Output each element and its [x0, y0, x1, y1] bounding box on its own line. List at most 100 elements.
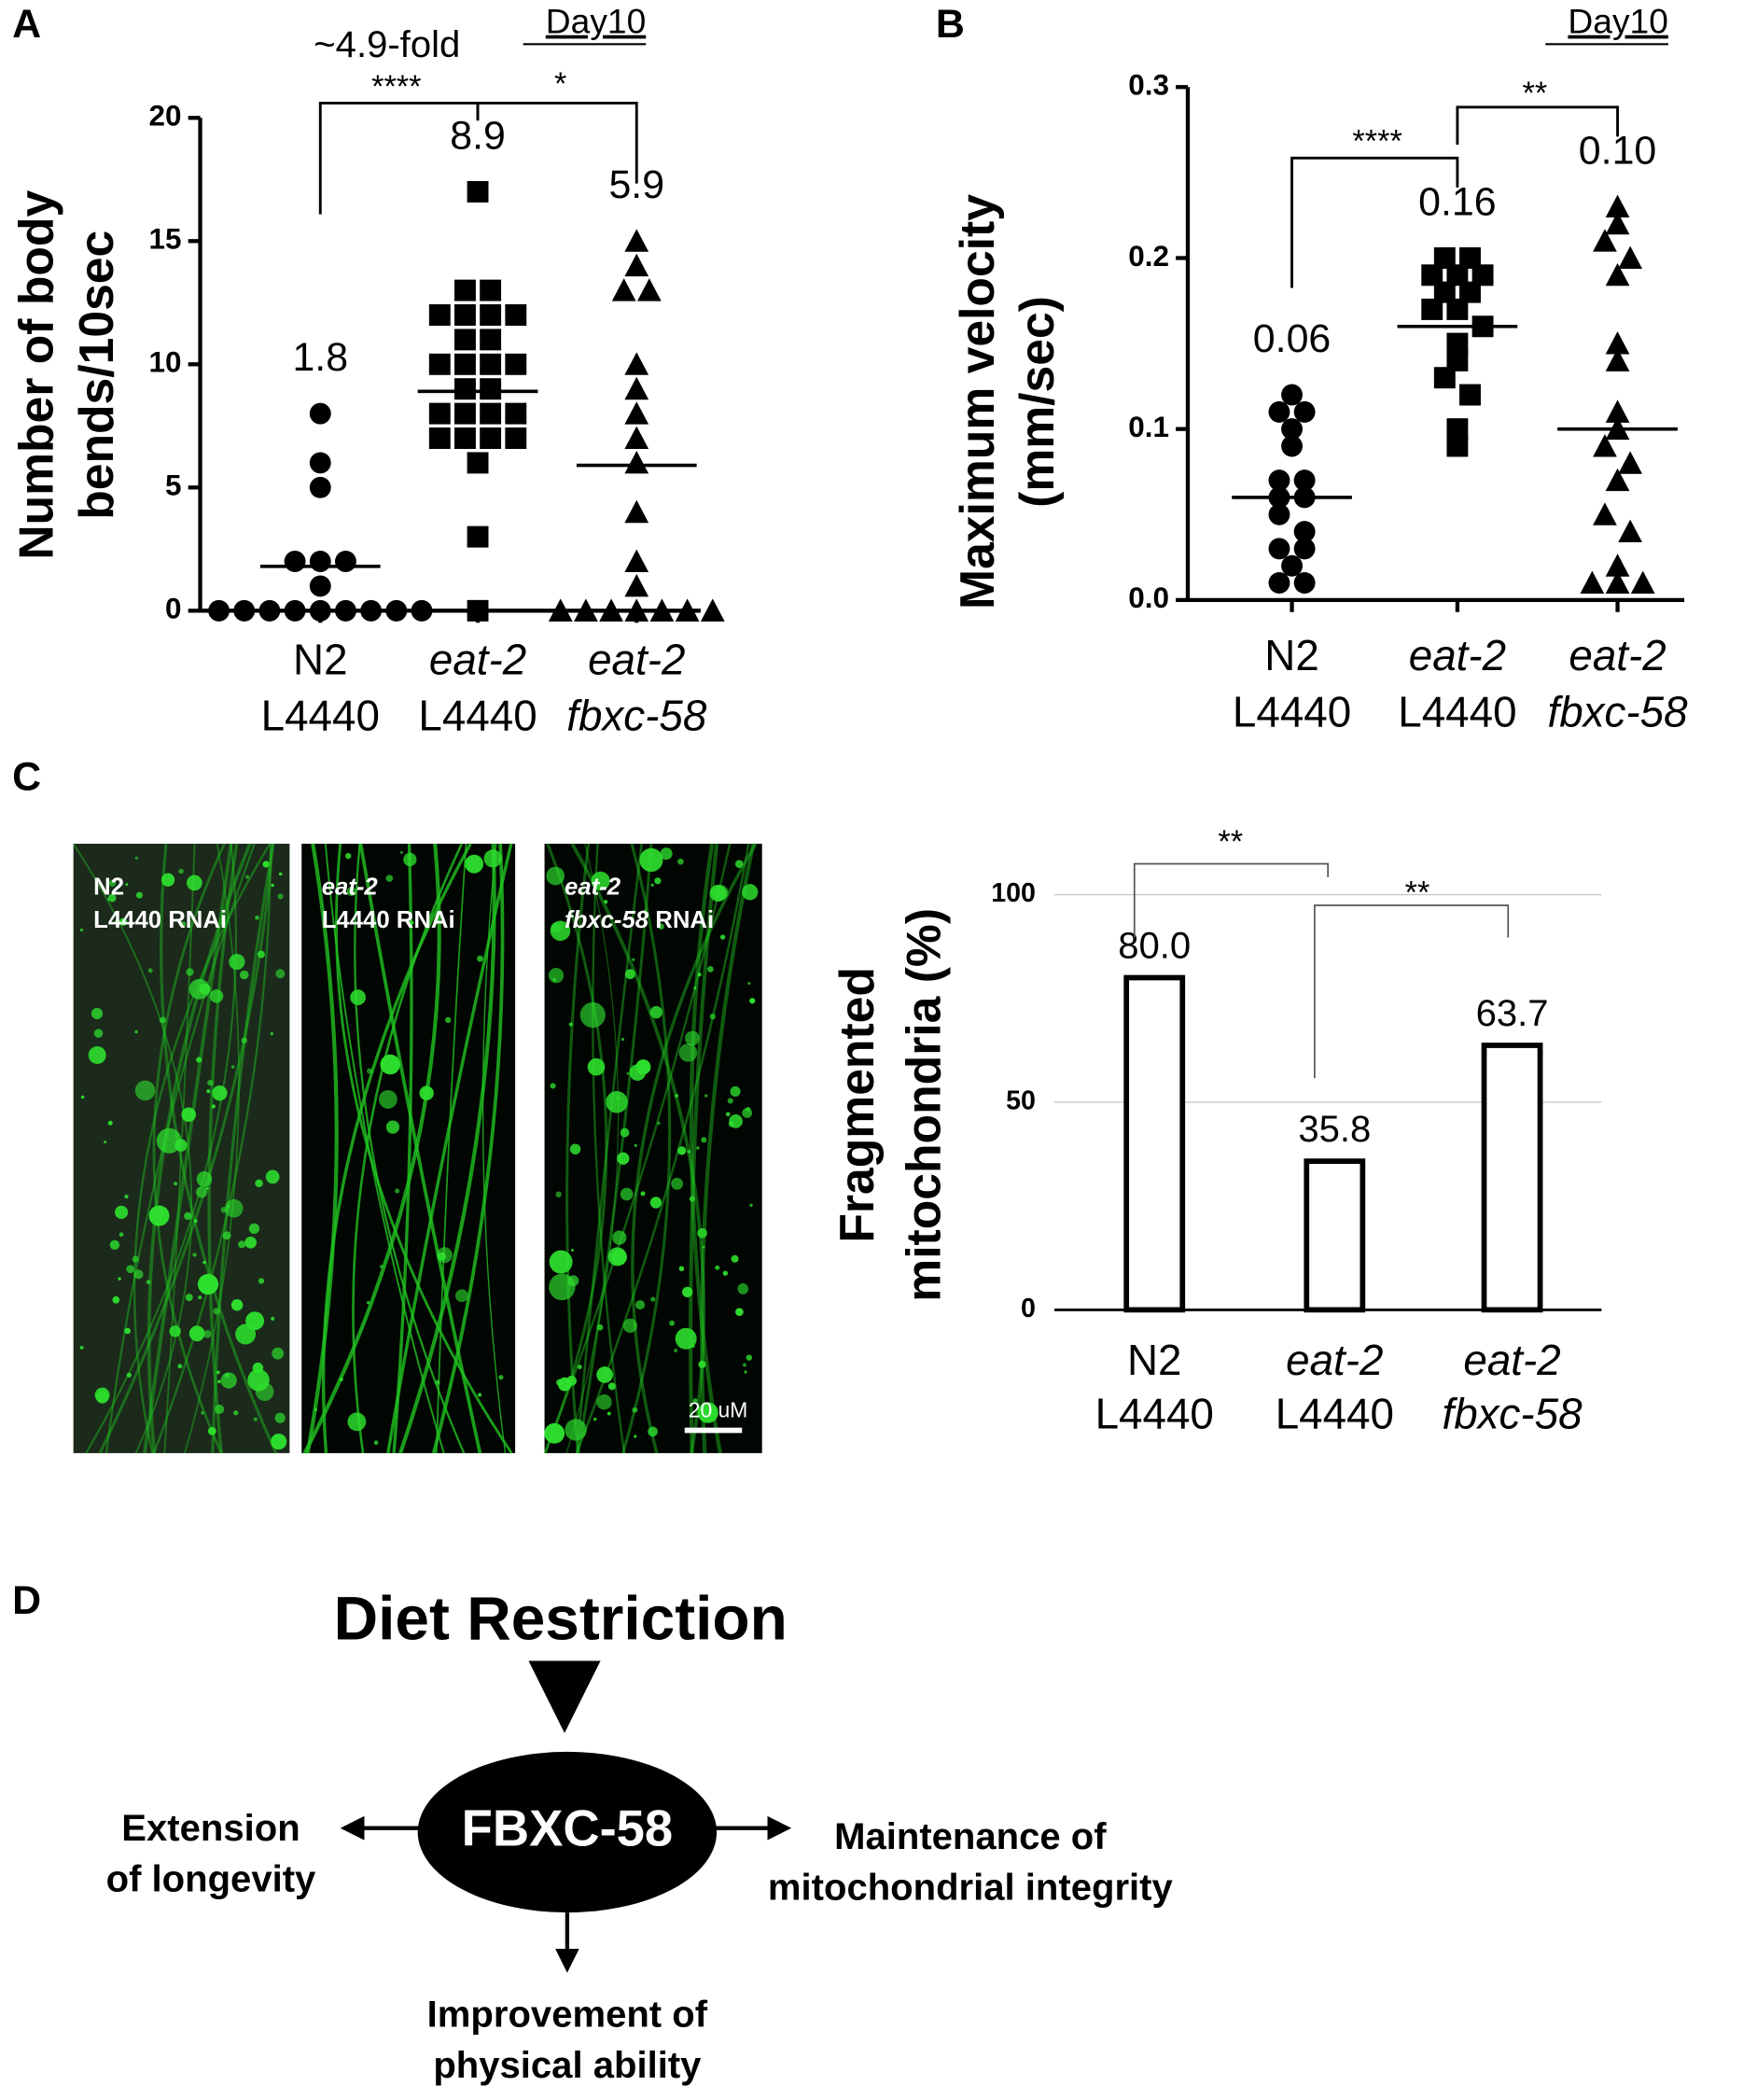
label-part: eat-2 [565, 874, 621, 900]
data-point [505, 353, 527, 375]
panel-label: C [12, 754, 41, 799]
data-point [1605, 331, 1630, 355]
diagram-center: FBXC-58 [462, 1799, 674, 1856]
granule [403, 852, 417, 867]
y-axis-title: (mm/sec) [1010, 296, 1064, 508]
fiber [544, 843, 732, 1454]
data-point [208, 599, 230, 622]
data-point [309, 452, 331, 474]
granule [271, 1316, 275, 1321]
data-point [480, 378, 502, 400]
granule [707, 966, 714, 973]
granule [483, 849, 502, 868]
data-point [309, 402, 331, 425]
fiber [689, 843, 719, 1453]
fiber [72, 843, 193, 1454]
diagram-right: mitochondrial integrity [768, 1867, 1174, 1908]
bar [1304, 1158, 1366, 1313]
granule [107, 893, 117, 903]
data-point [624, 598, 649, 622]
granule [728, 1121, 735, 1127]
data-point [624, 451, 649, 474]
granule [124, 1327, 131, 1335]
data-point [1281, 435, 1303, 457]
granule [253, 1417, 258, 1421]
granule [395, 1188, 400, 1194]
data-point [505, 304, 527, 326]
granule [216, 1370, 220, 1375]
granule [119, 1232, 124, 1238]
granule [198, 1295, 202, 1300]
diagram-top: Diet Restriction [334, 1583, 788, 1652]
granule [385, 1120, 400, 1134]
label-part: fbxc-58 [565, 907, 649, 933]
granule [438, 910, 442, 915]
granule [635, 1300, 646, 1310]
data-point [1446, 298, 1469, 320]
data-point [1281, 554, 1303, 577]
day-label: Day10 [1568, 2, 1667, 41]
data-point [1446, 418, 1469, 441]
granule [197, 1273, 219, 1295]
data-point [548, 598, 573, 622]
granule [621, 1037, 625, 1042]
granule [274, 1412, 286, 1423]
granule [159, 1016, 166, 1024]
data-point [480, 427, 502, 449]
y-axis-title: Maximum velocity [950, 194, 1004, 609]
granule [579, 1001, 606, 1029]
granule [178, 868, 184, 875]
granule [693, 987, 697, 990]
y-tick-label: 100 [991, 878, 1036, 908]
granule [206, 1089, 211, 1094]
granule [682, 1286, 693, 1297]
data-point [1281, 418, 1303, 441]
granule [379, 1265, 383, 1268]
granule [696, 1146, 700, 1150]
data-point [284, 599, 306, 622]
x-tick-label: L4440 [1095, 1390, 1214, 1437]
value-label: 63.7 [1476, 993, 1549, 1034]
granule [196, 1057, 202, 1063]
granule [220, 1206, 228, 1213]
data-point [624, 499, 649, 524]
granule [109, 1239, 120, 1251]
granule [734, 860, 744, 869]
data-point [454, 402, 476, 425]
granule [565, 1419, 587, 1441]
granule [629, 1064, 647, 1081]
granule [709, 885, 727, 903]
granule [91, 1007, 104, 1020]
granule [115, 1205, 129, 1219]
granule [95, 1391, 109, 1404]
granule [345, 852, 352, 860]
granule [378, 1090, 397, 1109]
granule [746, 1354, 753, 1361]
granule [119, 917, 128, 926]
data-point [1593, 434, 1617, 457]
mean-label: 0.10 [1579, 128, 1657, 173]
significance-label: **** [1352, 124, 1401, 160]
granule [108, 879, 117, 888]
granule [277, 893, 284, 900]
granule [568, 1022, 573, 1027]
granule [272, 1347, 285, 1360]
x-tick-label: eat-2 [1569, 632, 1666, 679]
x-tick-label: fbxc-58 [1548, 688, 1689, 735]
granule [245, 875, 250, 879]
diagram-left: of longevity [106, 1859, 316, 1900]
granule [222, 1231, 231, 1240]
micrograph-label: L4440 RNAi [322, 907, 455, 933]
data-point [1446, 435, 1469, 457]
granule [186, 968, 194, 976]
data-point [467, 452, 489, 474]
data-point [1459, 384, 1481, 406]
data-point [309, 476, 331, 498]
granule [620, 1187, 634, 1201]
granule [252, 1362, 264, 1374]
granule [498, 1375, 504, 1380]
granule [125, 883, 129, 887]
mean-label: 1.8 [292, 335, 348, 380]
fiber [565, 843, 591, 1454]
